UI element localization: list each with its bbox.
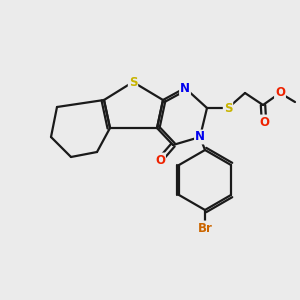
Text: O: O — [275, 86, 285, 100]
Text: O: O — [259, 116, 269, 128]
Text: N: N — [180, 82, 190, 94]
Text: S: S — [224, 101, 232, 115]
Text: Br: Br — [198, 221, 212, 235]
Text: O: O — [155, 154, 165, 166]
Text: N: N — [195, 130, 205, 143]
Text: S: S — [129, 76, 137, 88]
